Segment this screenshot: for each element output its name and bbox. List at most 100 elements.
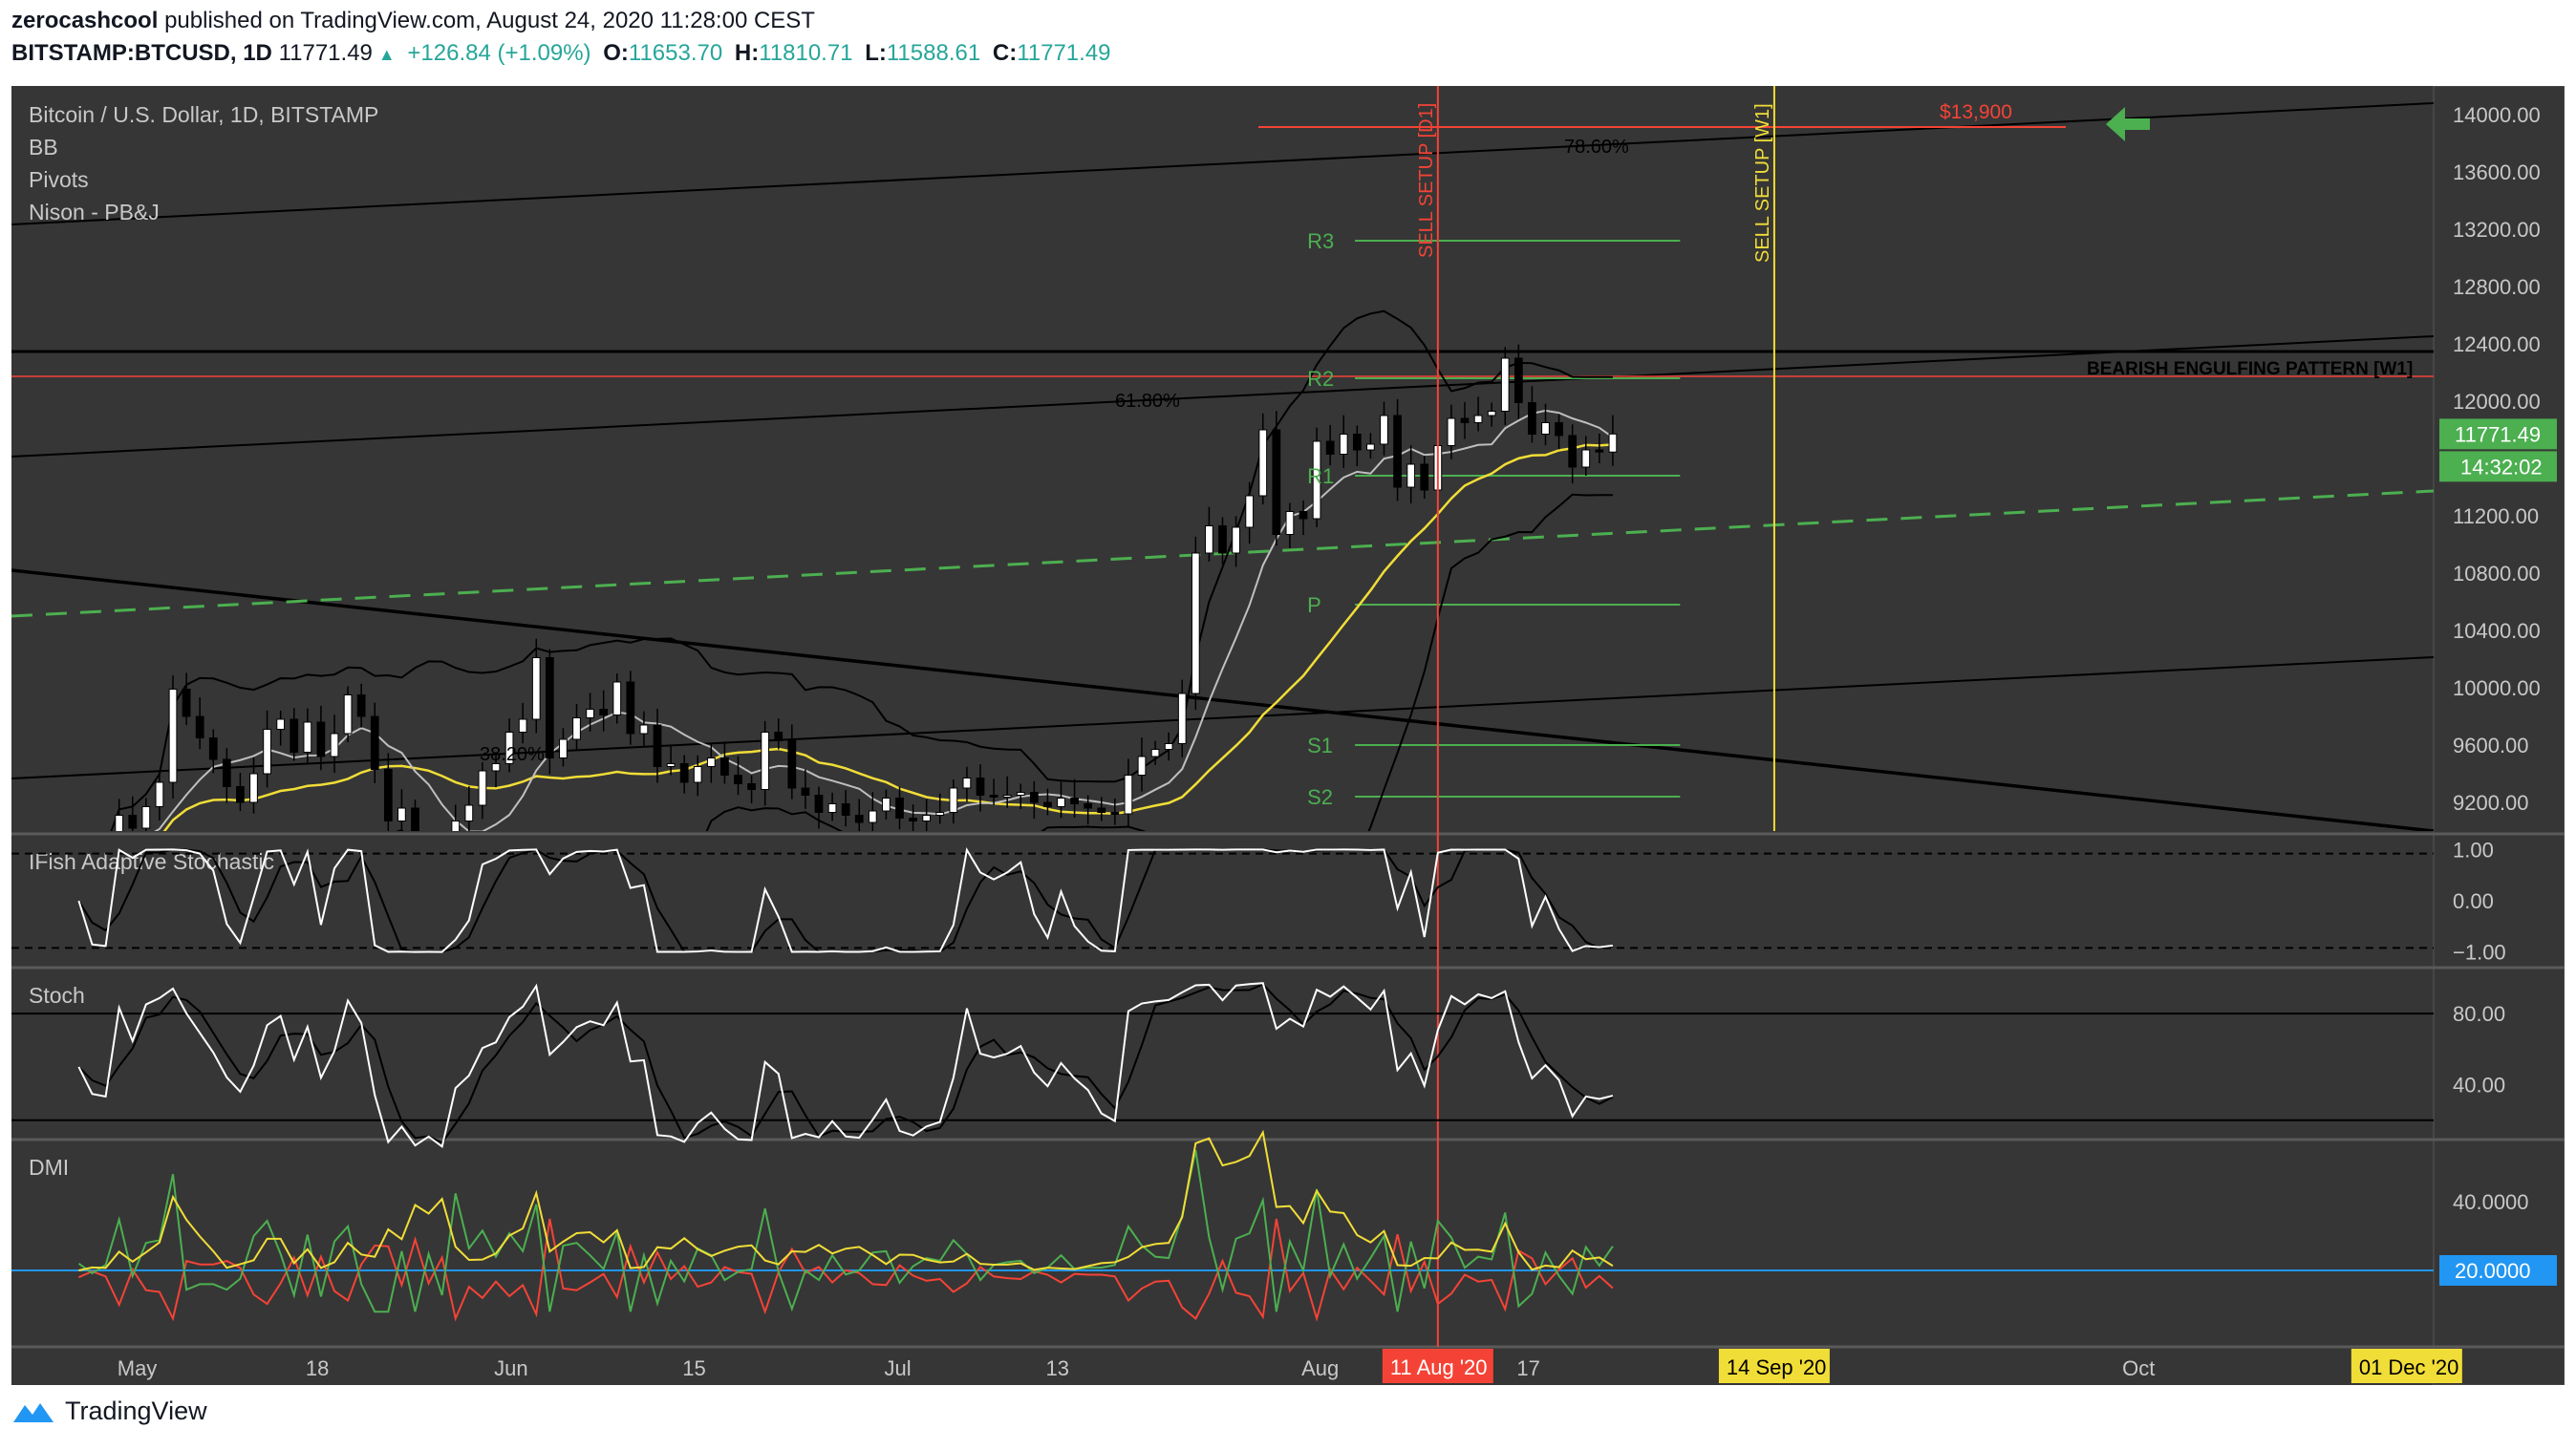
pane-tick-label: −1.00 — [2453, 941, 2506, 965]
candle — [1500, 357, 1510, 412]
close-value: 11771.49 — [1017, 40, 1111, 66]
y-tick-label: 10000.00 — [2453, 676, 2541, 700]
candle — [356, 694, 366, 717]
high-value: 11810.71 — [759, 40, 853, 66]
candle — [895, 798, 904, 819]
x-date-badge-label: 01 Dec '20 — [2359, 1355, 2459, 1379]
candle — [343, 694, 353, 735]
legend-item: Bitcoin / U.S. Dollar, 1D, BITSTAMP — [29, 102, 378, 127]
trendline-upper — [11, 102, 2434, 225]
candle — [1312, 440, 1321, 520]
candle — [868, 810, 877, 823]
candle — [518, 718, 527, 733]
x-tick-label: Aug — [1301, 1356, 1339, 1380]
candle — [801, 787, 810, 796]
y-tick-label: 14000.00 — [2453, 103, 2541, 127]
candle — [276, 718, 286, 730]
candle — [949, 787, 958, 813]
candle — [195, 715, 204, 738]
chart-canvas[interactable]: 14000.00 13600.00 13200.00 12800.00 12400.00… — [11, 86, 2565, 1385]
candle — [1406, 463, 1416, 488]
candle — [1057, 798, 1065, 807]
dmi-minus-line — [78, 1218, 1614, 1323]
candle — [1393, 415, 1402, 488]
pane-tick-label: 40.00 — [2453, 1074, 2505, 1098]
candle — [599, 709, 609, 715]
fib-label-382: 38.20% — [480, 744, 545, 765]
candle — [572, 717, 581, 740]
candle — [222, 758, 231, 787]
x-tick-label: Jul — [885, 1356, 912, 1380]
last-price-badge — [2439, 418, 2557, 450]
candle — [1272, 429, 1281, 535]
candle — [1541, 422, 1550, 435]
low-label: L: — [865, 40, 887, 66]
candle — [1177, 693, 1187, 744]
candle — [263, 729, 271, 775]
candle — [1473, 415, 1483, 423]
last-price: 11771.49 — [278, 40, 373, 66]
pane-tick-label: 80.00 — [2453, 1002, 2505, 1026]
footer-brand[interactable]: TradingView — [65, 1397, 207, 1425]
candle — [626, 681, 635, 735]
publish-info: zerocashcool published on TradingView.co… — [11, 8, 815, 34]
target-label: $13,900 — [1940, 101, 2012, 123]
candle — [1339, 434, 1348, 455]
candle — [1258, 429, 1268, 497]
pane-title: DMI — [29, 1155, 69, 1180]
pattern-label: BEARISH ENGULFING PATTERN [W1] — [2087, 359, 2413, 379]
candle — [935, 812, 945, 816]
candle — [155, 781, 164, 807]
candle — [491, 763, 501, 772]
y-tick-label: 9600.00 — [2453, 734, 2529, 757]
candle — [909, 818, 917, 821]
candle — [666, 763, 676, 767]
open-label: O: — [603, 40, 629, 66]
symbol-line: BITSTAMP:BTCUSD, 1D 11771.49 ▲ +126.84 (+… — [11, 40, 1117, 67]
symbol[interactable]: BITSTAMP:BTCUSD, 1D — [11, 40, 272, 66]
candle — [303, 721, 312, 753]
fib-label-618: 61.80% — [1115, 391, 1180, 412]
pane-title: Stoch — [29, 983, 85, 1008]
candle — [720, 757, 729, 776]
ifish-line — [77, 846, 1614, 953]
candle — [451, 821, 461, 831]
candle — [1285, 511, 1295, 535]
bb-upper — [110, 309, 1613, 831]
candle — [531, 657, 541, 720]
pivot-label-r2: R2 — [1307, 367, 1334, 391]
candle — [814, 795, 824, 813]
dmi-level-label: 20.0000 — [2455, 1259, 2531, 1283]
candle — [612, 681, 622, 715]
pivot-label-r3: R3 — [1307, 229, 1334, 253]
candle — [1043, 801, 1052, 807]
y-tick-label: 10400.00 — [2453, 619, 2541, 643]
sell-setup-w1-label: SELL SETUP [W1] — [1752, 103, 1773, 263]
candle — [976, 778, 985, 796]
candle — [1016, 792, 1025, 796]
candle — [236, 786, 245, 803]
candle — [586, 709, 594, 718]
y-tick-label: 13600.00 — [2453, 160, 2541, 184]
candle — [128, 815, 138, 829]
dmi-level-badge — [2439, 1255, 2557, 1286]
candle — [316, 721, 326, 757]
candle — [1097, 807, 1106, 813]
candle — [504, 732, 514, 764]
candle — [1110, 812, 1120, 815]
x-tick-label: Jun — [494, 1356, 527, 1380]
trendline-descending — [11, 568, 2434, 831]
candle — [1513, 357, 1523, 403]
pivot-label-s2: S2 — [1307, 785, 1333, 809]
candle — [411, 807, 419, 831]
x-tick-label: 18 — [306, 1356, 329, 1380]
close-label: C: — [992, 40, 1018, 66]
candle — [1245, 495, 1255, 528]
y-tick-label: 10800.00 — [2453, 562, 2541, 586]
author-name[interactable]: zerocashcool — [11, 8, 159, 33]
sell-setup-d1-label: SELL SETUP [D1] — [1416, 103, 1437, 258]
footer: TradingView — [11, 1397, 207, 1426]
yellow-ma-line — [162, 443, 1614, 831]
candle — [922, 815, 932, 821]
x-date-badge — [1718, 1349, 1830, 1383]
